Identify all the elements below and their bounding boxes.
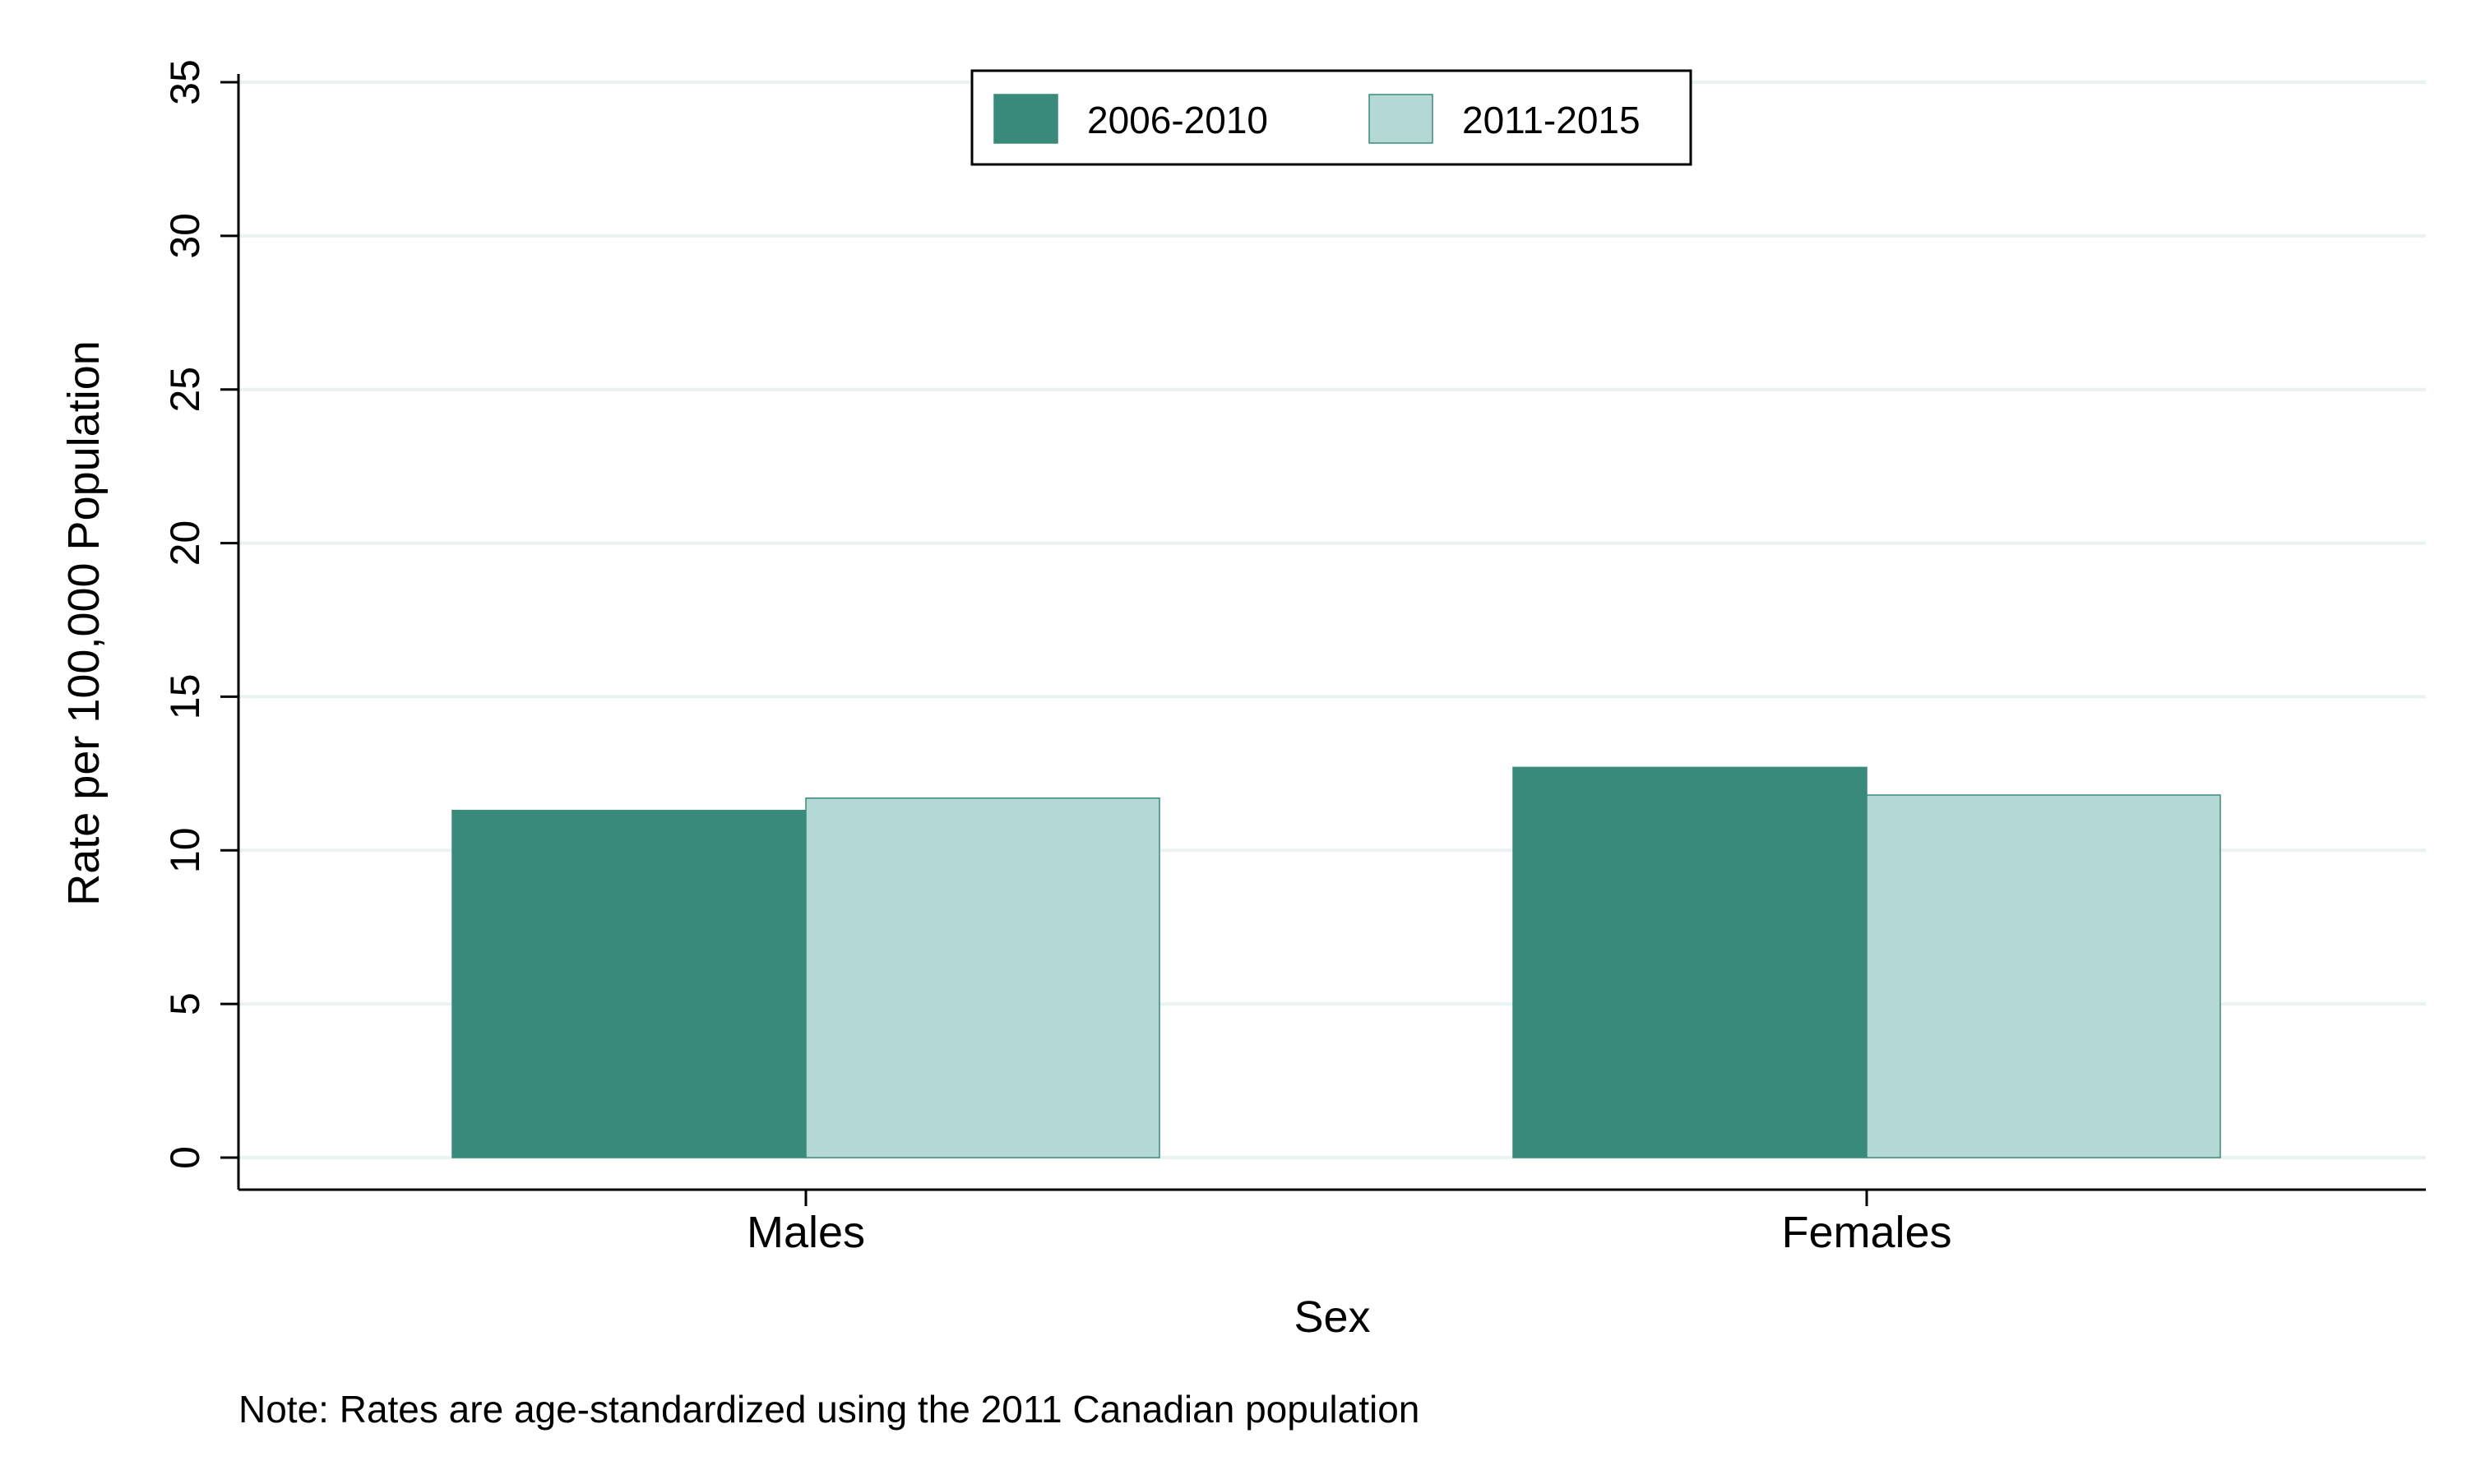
y-tick-label: 10 [162, 827, 208, 873]
y-tick-label: 15 [162, 674, 208, 720]
bar-males-series-1 [451, 809, 807, 1158]
bar-females-series-1 [1512, 766, 1868, 1158]
y-axis-title: Rate per 100,000 Population [59, 340, 109, 906]
chart-note: Note: Rates are age-standardized using t… [238, 1388, 1419, 1431]
legend-label-series-2: 2011-2015 [1462, 99, 1641, 141]
y-ticks: 0 5 10 15 20 25 30 35 [162, 59, 238, 1169]
y-tick-label: 0 [162, 1146, 208, 1169]
x-category-label: Females [1781, 1208, 1951, 1257]
legend-swatch-series-1 [993, 94, 1058, 144]
legend-label-series-1: 2006-2010 [1087, 99, 1268, 141]
x-categories: Males Females [747, 1190, 1952, 1257]
legend-swatch-series-2 [1368, 94, 1433, 144]
y-tick-label: 30 [162, 213, 208, 259]
bar-males-series-2 [805, 797, 1160, 1158]
x-axis-title: Sex [1294, 1292, 1370, 1342]
legend: 2006-2010 2011-2015 [970, 69, 1692, 166]
y-tick-label: 35 [162, 59, 208, 105]
x-category-label: Males [747, 1208, 865, 1257]
y-tick-label: 20 [162, 520, 208, 566]
bars [451, 766, 2221, 1158]
bar-females-series-2 [1866, 794, 2221, 1158]
legend-box [970, 69, 1692, 166]
y-tick-label: 25 [162, 367, 208, 413]
y-tick-label: 5 [162, 992, 208, 1015]
